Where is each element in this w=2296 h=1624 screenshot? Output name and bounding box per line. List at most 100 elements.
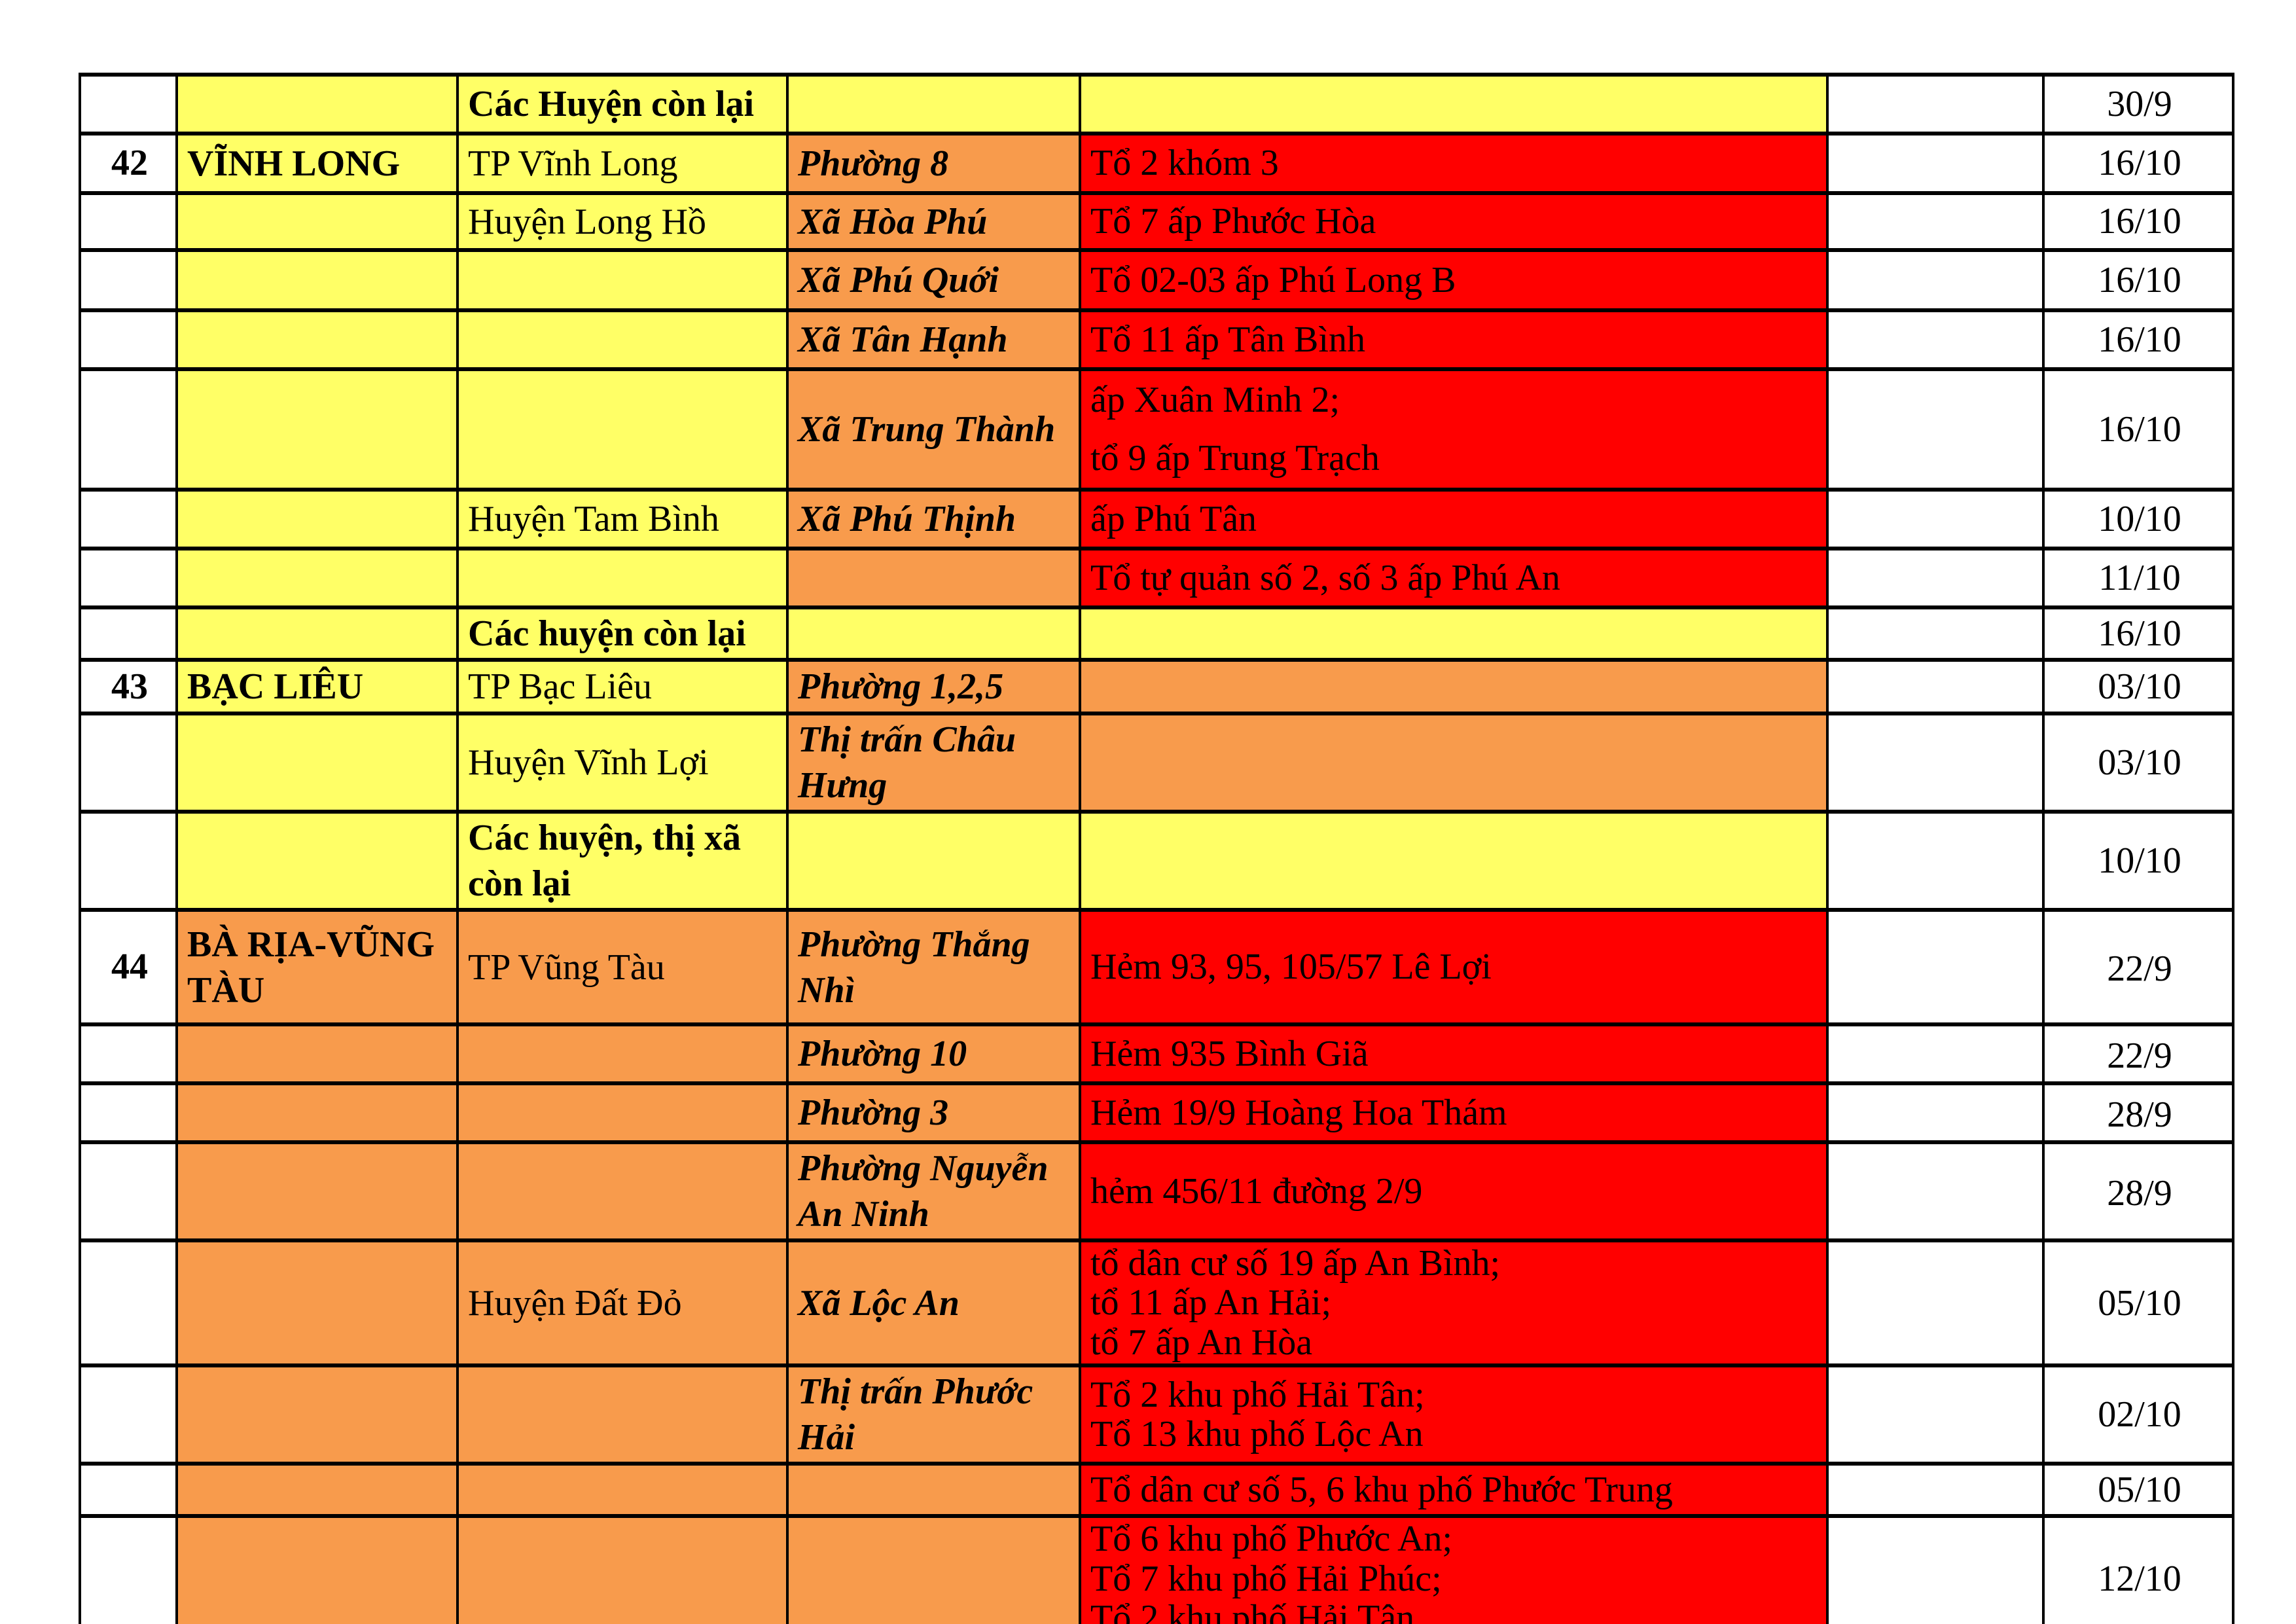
cell-ward-r18: Thị trấn Phước Hải (786, 1363, 1081, 1466)
cell-ward-r17: Xã Lộc An (786, 1238, 1081, 1368)
cell-date-r11: 03/10 (2042, 712, 2234, 814)
cell-index-r17 (79, 1238, 178, 1368)
cell-province-r11 (175, 712, 459, 814)
cell-area-detail-r2: Tổ 2 khóm 3 (1079, 132, 1829, 195)
cell-area-detail-r8: Tổ tự quản số 2, số 3 ấp Phú An (1079, 547, 1829, 609)
index-text: 43 (111, 666, 148, 707)
cell-index-r19 (79, 1462, 178, 1519)
ward-text: Phường 1,2,5 (798, 666, 1004, 707)
date-text: 16/10 (2098, 408, 2181, 450)
cell-province-r3 (175, 191, 459, 252)
cell-district-r11: Huyện Vĩnh Lợi (456, 712, 789, 814)
cell-district-r19 (456, 1462, 789, 1519)
cell-date-r14: 22/9 (2042, 1022, 2234, 1085)
cell-date-r19: 05/10 (2042, 1462, 2234, 1519)
cell-area-detail-r11 (1079, 712, 1829, 814)
district-text: TP Bạc Liêu (468, 666, 652, 707)
ward-text: Thị trấn Phước Hải (798, 1371, 1033, 1458)
cell-district-r9: Các huyện còn lại (456, 605, 789, 662)
cell-index-r4 (79, 248, 178, 312)
ward-text: Phường 10 (798, 1034, 967, 1074)
cell-index-r2: 42 (79, 132, 178, 195)
cell-district-r12: Các huyện, thị xã còn lại (456, 810, 789, 912)
cell-ward-r10: Phường 1,2,5 (786, 658, 1081, 715)
cell-district-r20 (456, 1514, 789, 1624)
cell-date-r18: 02/10 (2042, 1363, 2234, 1466)
cell-date-r15: 28/9 (2042, 1081, 2234, 1144)
cell-date-r4: 16/10 (2042, 248, 2234, 312)
province-text: BẠC LIÊU (187, 666, 364, 707)
cell-ward-r15: Phường 3 (786, 1081, 1081, 1144)
cell-date-r16: 28/9 (2042, 1140, 2234, 1242)
cell-blank-r7 (1826, 488, 2045, 550)
cell-province-r17 (175, 1238, 459, 1368)
district-text: Huyện Vĩnh Lợi (468, 742, 709, 783)
cell-blank-r14 (1826, 1022, 2045, 1085)
date-text: 10/10 (2098, 840, 2181, 881)
cell-area-detail-r17: tổ dân cư số 19 ấp An Bình; tổ 11 ấp An … (1079, 1238, 1829, 1368)
area-detail-text: Tổ 02-03 ấp Phú Long B (1090, 259, 1456, 300)
ward-text: Phường Nguyễn An Ninh (798, 1148, 1049, 1235)
cell-province-r2: VĨNH LONG (175, 132, 459, 195)
area-detail-text: Hẻm 935 Bình Giã (1090, 1033, 1369, 1074)
cell-district-r15 (456, 1081, 789, 1144)
cell-area-detail-r4: Tổ 02-03 ấp Phú Long B (1079, 248, 1829, 312)
cell-date-r3: 16/10 (2042, 191, 2234, 252)
ward-text: Thị trấn Châu Hưng (798, 719, 1016, 806)
cell-blank-r4 (1826, 248, 2045, 312)
cell-index-r3 (79, 191, 178, 252)
cell-province-r20 (175, 1514, 459, 1624)
area-detail-text: Tổ tự quản số 2, số 3 ấp Phú An (1090, 557, 1560, 598)
date-text: 30/9 (2107, 83, 2172, 124)
date-text: 12/10 (2098, 1558, 2181, 1599)
cell-province-r19 (175, 1462, 459, 1519)
cell-area-detail-r13: Hẻm 93, 95, 105/57 Lê Lợi (1079, 908, 1829, 1026)
cell-province-r18 (175, 1363, 459, 1466)
date-text: 03/10 (2098, 742, 2181, 783)
cell-ward-r6: Xã Trung Thành (786, 367, 1081, 492)
cell-area-detail-r5: Tổ 11 ấp Tân Bình (1079, 308, 1829, 371)
cell-district-r3: Huyện Long Hồ (456, 191, 789, 252)
cell-province-r5 (175, 308, 459, 371)
cell-province-r14 (175, 1022, 459, 1085)
cell-blank-r15 (1826, 1081, 2045, 1144)
date-text: 28/9 (2107, 1094, 2172, 1135)
cell-index-r9 (79, 605, 178, 662)
cell-district-r1: Các Huyện còn lại (456, 73, 789, 135)
area-detail-text: Tổ dân cư số 5, 6 khu phố Phước Trung (1090, 1470, 1673, 1511)
table-row: 42 VĨNH LONG TP Vĩnh Long Phường 8 Tổ 2 khóm… (79, 132, 2234, 195)
cell-area-detail-r14: Hẻm 935 Bình Giã (1079, 1022, 1829, 1085)
ward-text: Phường Thắng Nhì (798, 924, 1030, 1011)
district-text: Huyện Long Hồ (468, 201, 706, 242)
cell-area-detail-r7: ấp Phú Tân (1079, 488, 1829, 550)
ward-text: Phường 8 (798, 143, 949, 184)
table-row: Phường Nguyễn An Ninh hẻm 456/11 đường 2/… (79, 1140, 2234, 1242)
index-text: 44 (111, 947, 148, 988)
table-row: Xã Tân Hạnh Tổ 11 ấp Tân Bình 16/10 (79, 308, 2234, 371)
cell-ward-r12 (786, 810, 1081, 912)
date-text: 03/10 (2098, 666, 2181, 707)
date-text: 02/10 (2098, 1394, 2181, 1435)
table-row: 44 BÀ RỊA-VŨNG TÀU TP Vũng Tàu Phường Thắng… (79, 908, 2234, 1026)
cell-date-r12: 10/10 (2042, 810, 2234, 912)
cell-blank-r18 (1826, 1363, 2045, 1466)
province-text: BÀ RỊA-VŨNG TÀU (187, 924, 435, 1011)
lockdown-schedule-table: Các Huyện còn lại 30/9 42 VĨNH LONG TP Vĩnh … (79, 73, 2234, 1624)
date-text: 10/10 (2098, 498, 2181, 539)
cell-area-detail-r19: Tổ dân cư số 5, 6 khu phố Phước Trung (1079, 1462, 1829, 1519)
index-text: 42 (111, 143, 148, 184)
table-row: Các huyện, thị xã còn lại 10/10 (79, 810, 2234, 912)
area-detail-text: Tổ 2 khóm 3 (1090, 143, 1279, 184)
table-row: Huyện Tam Bình Xã Phú Thịnh ấp Phú Tân 10/1… (79, 488, 2234, 550)
table-row: Huyện Vĩnh Lợi Thị trấn Châu Hưng 03/10 (79, 712, 2234, 814)
cell-district-r16 (456, 1140, 789, 1242)
ward-text: Xã Phú Quới (798, 260, 999, 300)
cell-district-r17: Huyện Đất Đỏ (456, 1238, 789, 1368)
cell-index-r14 (79, 1022, 178, 1085)
date-text: 16/10 (2098, 201, 2181, 242)
cell-ward-r8 (786, 547, 1081, 609)
table-row: Tổ tự quản số 2, số 3 ấp Phú An 11/10 (79, 547, 2234, 609)
cell-date-r5: 16/10 (2042, 308, 2234, 371)
cell-ward-r20 (786, 1514, 1081, 1624)
